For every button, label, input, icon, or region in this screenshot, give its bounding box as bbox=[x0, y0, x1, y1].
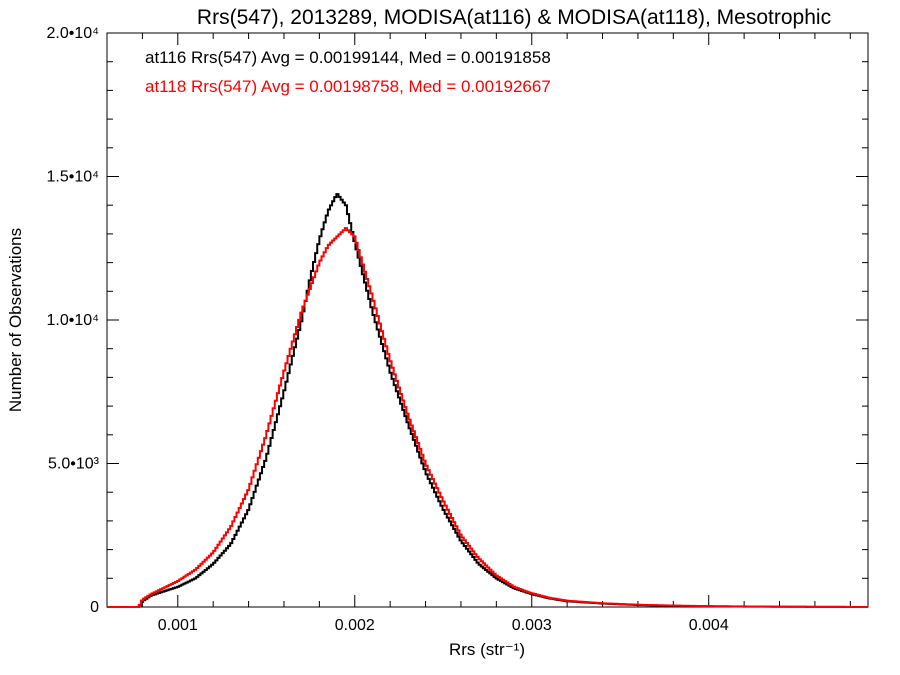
y-tick-label: 1.0•10⁴ bbox=[46, 312, 99, 329]
x-axis-label: Rrs (str⁻¹) bbox=[449, 640, 525, 659]
y-tick-labels: 0 5.0•10³ 1.0•10⁴ 1.5•10⁴ 2.0•10⁴ bbox=[46, 25, 99, 616]
x-tick-label: 0.002 bbox=[335, 617, 375, 634]
y-tick-label: 1.5•10⁴ bbox=[46, 169, 99, 186]
y-tick-label: 5.0•10³ bbox=[48, 456, 100, 473]
axis-ticks bbox=[107, 32, 868, 608]
y-axis-label: Number of Observations bbox=[6, 228, 25, 412]
series-line-at118 bbox=[107, 227, 869, 608]
x-tick-labels: 0.001 0.002 0.003 0.004 bbox=[158, 617, 729, 634]
plot-frame bbox=[106, 32, 869, 608]
legend-at116: at116 Rrs(547) Avg = 0.00199144, Med = 0… bbox=[145, 48, 551, 67]
x-tick-label: 0.003 bbox=[512, 617, 552, 634]
y-tick-label: 0 bbox=[90, 599, 99, 616]
y-tick-label: 2.0•10⁴ bbox=[46, 25, 99, 42]
chart-title: Rrs(547), 2013289, MODISA(at116) & MODIS… bbox=[197, 6, 831, 29]
series-line-at116 bbox=[107, 193, 868, 608]
x-tick-label: 0.001 bbox=[158, 617, 198, 634]
x-tick-label: 0.004 bbox=[689, 617, 729, 634]
series-lines bbox=[107, 193, 869, 608]
legend-at118: at118 Rrs(547) Avg = 0.00198758, Med = 0… bbox=[145, 77, 551, 96]
